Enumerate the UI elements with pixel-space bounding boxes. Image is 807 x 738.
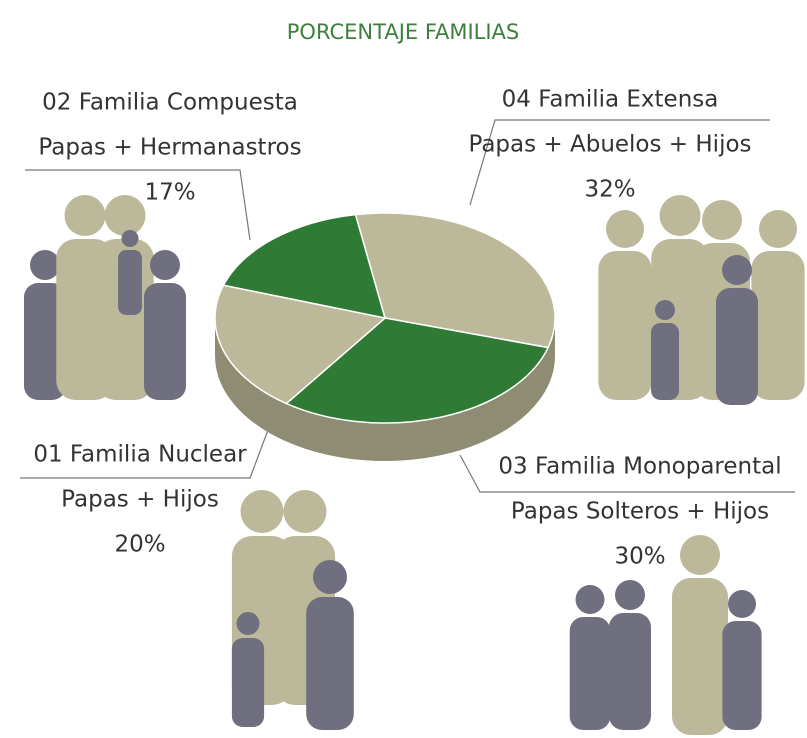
person-body	[570, 617, 611, 730]
person-head	[241, 490, 284, 533]
slice-label: 01 Familia Nuclear	[33, 442, 247, 468]
person-head	[759, 210, 797, 248]
chart: PORCENTAJE FAMILIAS 04 Familia Extensa Pa…	[0, 0, 807, 738]
person-body	[598, 251, 651, 400]
person-head	[313, 560, 347, 594]
person-body	[722, 621, 761, 730]
person-head	[680, 535, 720, 575]
person-head	[150, 250, 180, 280]
slice-label: 03 Familia Monoparental	[498, 454, 781, 480]
person-body	[306, 597, 354, 730]
slice-label: 02 Familia Compuesta	[42, 90, 298, 116]
person-head	[606, 210, 644, 248]
person-head	[237, 612, 260, 635]
slice-description: Papas + Hijos	[61, 487, 219, 513]
person-head	[122, 230, 139, 247]
person-body	[144, 283, 186, 400]
value-label: 17%	[144, 180, 195, 206]
person-head	[105, 195, 146, 236]
value-label: 32%	[584, 177, 635, 203]
person-body	[118, 250, 142, 315]
person-head	[702, 200, 742, 240]
person-head	[65, 195, 106, 236]
person-head	[655, 300, 675, 320]
person-head	[284, 490, 327, 533]
value-label: 30%	[614, 544, 665, 570]
person-body	[751, 251, 804, 400]
slice-label: 04 Familia Extensa	[502, 87, 719, 113]
slice-description: Papas + Abuelos + Hijos	[468, 132, 751, 158]
value-label: 20%	[114, 532, 165, 558]
person-body	[672, 578, 728, 735]
person-head	[576, 585, 605, 614]
person-body	[609, 613, 651, 730]
person-head	[615, 580, 645, 610]
person-head	[30, 250, 60, 280]
person-body	[651, 323, 679, 400]
person-body	[716, 288, 758, 405]
slice-description: Papas + Hermanastros	[38, 135, 301, 161]
person-head	[660, 195, 701, 236]
person-body	[232, 638, 264, 727]
chart-title: PORCENTAJE FAMILIAS	[287, 20, 520, 44]
person-head	[722, 255, 752, 285]
person-head	[728, 590, 756, 618]
slice-description: Papas Solteros + Hijos	[511, 499, 769, 525]
